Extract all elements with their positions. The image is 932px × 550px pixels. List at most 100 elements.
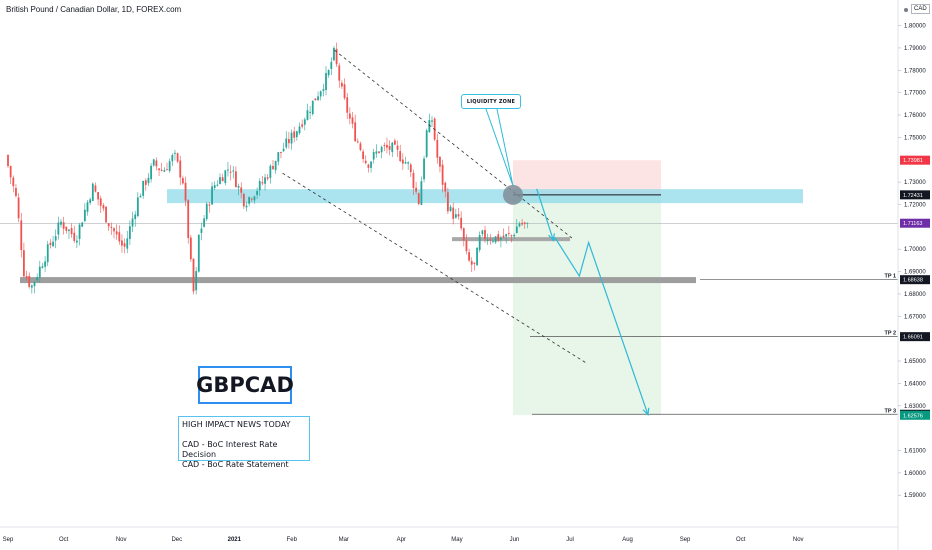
candle-body [425, 130, 428, 157]
candle-body [277, 152, 280, 162]
candle-body [399, 151, 402, 162]
candle-body [76, 240, 78, 243]
candle-body [428, 120, 431, 133]
candle-body [375, 151, 378, 154]
candle-body [192, 258, 195, 292]
price-label-box [900, 155, 930, 165]
candle-body [86, 202, 89, 212]
time-tick-label: Feb [287, 537, 298, 543]
candle-body [309, 111, 311, 113]
candle-body [507, 233, 510, 235]
candle-body [311, 100, 314, 115]
candle-body [54, 236, 57, 241]
candle-body [510, 235, 513, 237]
candle-body [518, 223, 521, 227]
candle-body [30, 285, 33, 288]
time-tick-label: Apr [397, 537, 406, 543]
candle-body [184, 182, 187, 201]
candle-body [476, 247, 478, 266]
candle-body [280, 151, 282, 153]
candle-body [237, 185, 240, 188]
candle-body [139, 195, 142, 198]
currency-badge[interactable]: CAD [911, 4, 930, 14]
price-tick-label: 1.75000 [904, 135, 926, 141]
candle-body [224, 170, 227, 184]
candle-body [195, 271, 198, 291]
candle-body [126, 238, 129, 249]
candle-body [229, 171, 232, 173]
candle-body [404, 162, 407, 164]
candle-body [134, 214, 137, 220]
candle-body [258, 181, 261, 191]
candle-body [351, 117, 354, 124]
candle-body [219, 177, 221, 184]
time-axis[interactable]: Sep Oct Nov Dec 2021 Feb Mar Apr May Jun Jul Aug Sep… [0, 526, 898, 543]
candle-body [444, 182, 447, 192]
candle-body [28, 275, 31, 287]
candle-body [330, 61, 333, 69]
candle-body [409, 164, 412, 173]
time-tick-label: Jul [566, 537, 574, 543]
candle-body [49, 242, 52, 246]
candle-body [298, 126, 301, 134]
support-line [20, 277, 696, 284]
liquidity-circle [503, 184, 523, 205]
candle-body [205, 203, 208, 220]
candle-body [303, 119, 306, 125]
candle-body [502, 235, 505, 238]
candle-body [272, 165, 274, 170]
candle-body [415, 187, 417, 192]
candle-body [460, 217, 463, 229]
channel-line [334, 49, 573, 239]
candle-body [107, 223, 110, 227]
price-axis[interactable]: 1.80000 1.79000 1.78000 1.77000 1.76000 1.750… [897, 0, 930, 550]
price-tick-label: 1.64000 [904, 381, 926, 387]
liquidity-zone-band [167, 189, 803, 204]
candle-body [372, 152, 375, 160]
candle-body [110, 226, 113, 228]
candle-body [83, 209, 86, 222]
time-tick-label: Oct [736, 537, 746, 543]
candle-body [68, 229, 70, 232]
price-tick-label: 1.76000 [904, 113, 926, 119]
price-label: 1.66091 [903, 335, 923, 341]
target-label: TP 1 [884, 274, 896, 280]
candle-body [388, 145, 391, 150]
price-tick-label: 1.73000 [904, 180, 926, 186]
candle-body [113, 228, 115, 232]
candle-body [494, 236, 497, 243]
chart-title: British Pound / Canadian Dollar, 1D, FOR… [6, 5, 182, 14]
candle-body [327, 70, 330, 76]
candle-body [78, 224, 81, 239]
price-label: 1.73981 [903, 158, 923, 164]
candle-body [20, 220, 23, 251]
candle-body [197, 234, 200, 272]
candle-body [105, 206, 107, 223]
candle-body [378, 151, 380, 153]
liquidity-pointer [485, 108, 514, 187]
news-title: HIGH IMPACT NEWS TODAY [182, 420, 291, 429]
candle-body [420, 181, 423, 205]
price-label-box [900, 410, 930, 420]
candle-body [317, 96, 319, 101]
candle-body [449, 206, 452, 211]
price-label-box [900, 218, 930, 228]
arrow-head [548, 233, 555, 242]
candle-body [346, 97, 349, 113]
candle-body [62, 222, 65, 229]
candle-body [489, 239, 492, 241]
news-item: CAD - BoC Interest Rate Decision [182, 440, 278, 459]
projection-arrows [485, 108, 650, 417]
time-tick-label: Sep [3, 537, 14, 543]
price-label-box [900, 190, 930, 200]
candle-body [131, 218, 134, 227]
candle-body [81, 222, 84, 227]
candle-body [147, 177, 150, 184]
liquidity-zone-label: LIQUIDITY ZONE [461, 94, 521, 109]
candle-body [150, 165, 152, 180]
candle-body [486, 239, 489, 242]
candle-body [306, 110, 309, 120]
candle-body [484, 230, 486, 240]
candle-body [168, 161, 171, 171]
